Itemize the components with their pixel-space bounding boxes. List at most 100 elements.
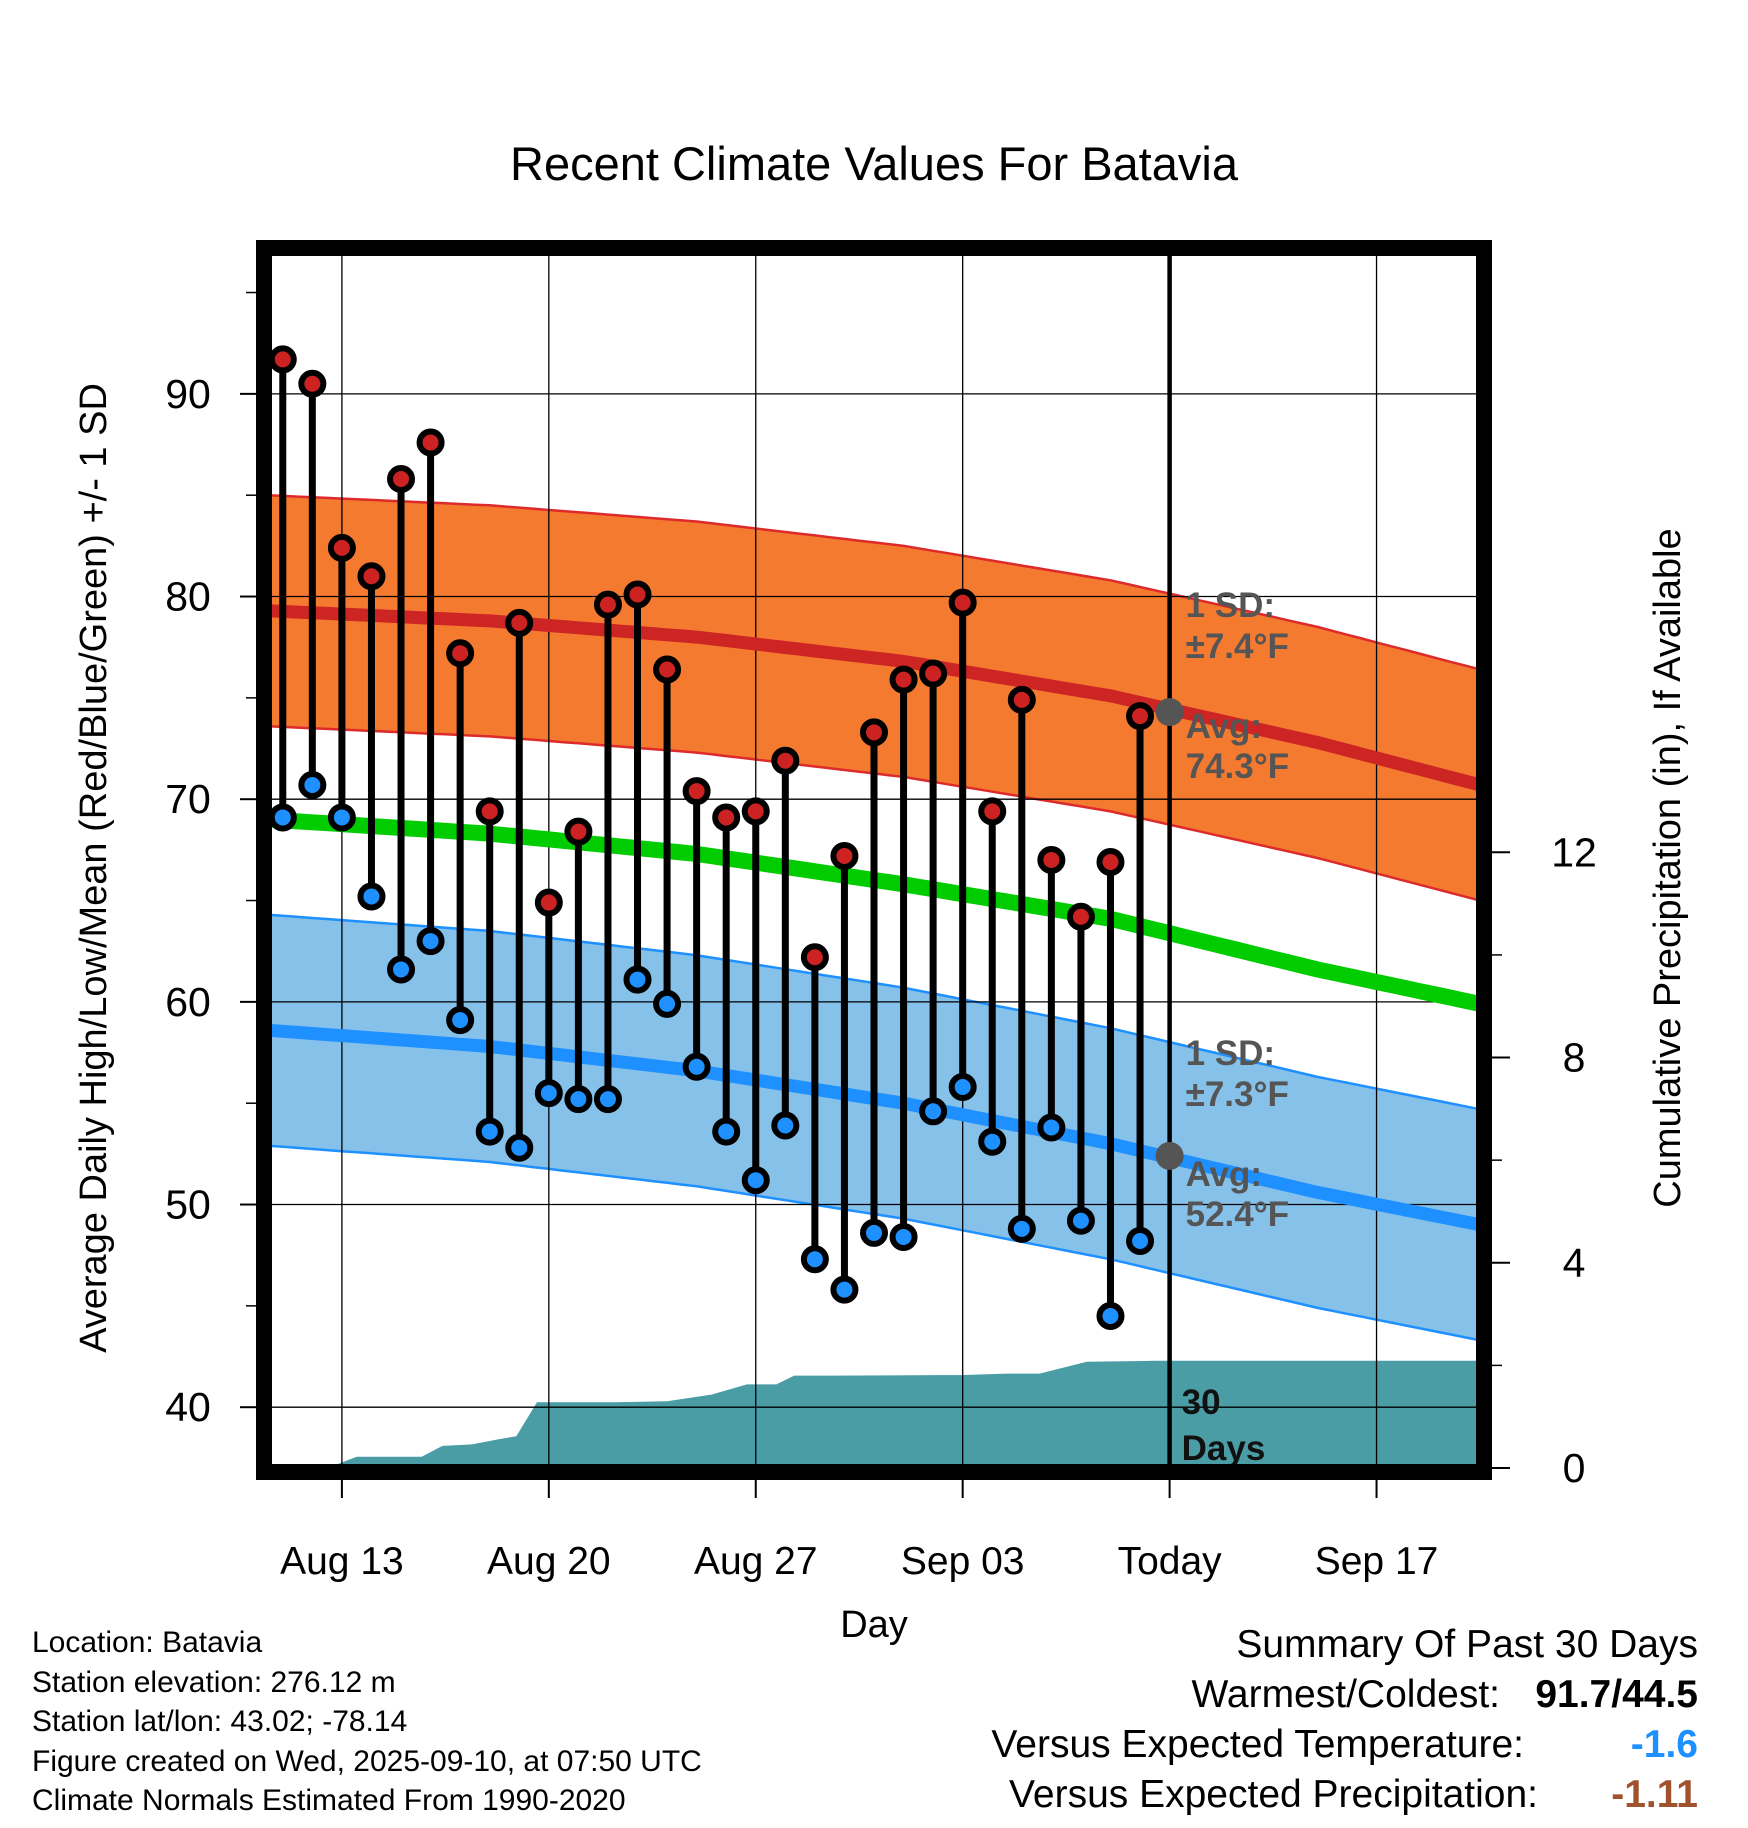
y-tick-label-90: 90 <box>165 371 211 417</box>
y-axis-label: Average Daily High/Low/Mean (Red/Blue/Gr… <box>73 383 115 1353</box>
low-sd-label: 1 SD: <box>1186 1034 1275 1073</box>
high-dot-Aug 17 <box>446 639 475 668</box>
station-info: Location: Batavia Station elevation: 276… <box>32 1623 702 1821</box>
low-dot-Aug 11 <box>268 803 297 832</box>
high-dot-Aug 11 <box>268 345 297 374</box>
low-dot-Sep 08 <box>1096 1302 1125 1330</box>
summary-temp-row: Versus Expected Temperature: -1.6 <box>991 1720 1698 1770</box>
y-right-tick-label-12: 12 <box>1551 829 1597 875</box>
low-dot-Sep 04 <box>978 1127 1007 1156</box>
low-dot-Aug 18 <box>475 1117 504 1146</box>
low-dot-Sep 03 <box>948 1072 977 1101</box>
high-dot-Aug 15 <box>387 464 416 493</box>
high-dot-Aug 16 <box>416 428 445 457</box>
low-dot-Aug 27 <box>741 1166 770 1195</box>
high-dot-Aug 19 <box>505 608 534 637</box>
days-count-label: 30 <box>1182 1383 1221 1422</box>
low-dot-Aug 22 <box>593 1085 622 1114</box>
low-dot-Aug 20 <box>534 1079 563 1108</box>
y-right-tick-label-4: 4 <box>1563 1240 1586 1286</box>
low-dot-Aug 23 <box>623 965 652 994</box>
observed-dots <box>268 345 1155 1330</box>
high-avg-value: 74.3°F <box>1186 747 1290 786</box>
low-dot-Aug 14 <box>357 882 386 911</box>
x-tick-label-2: Aug 27 <box>694 1540 818 1583</box>
summary-warmest-label: Warmest/Coldest: <box>1191 1673 1500 1716</box>
high-dot-Aug 20 <box>534 888 563 917</box>
high-dot-Aug 31 <box>860 718 888 747</box>
low-dot-Aug 24 <box>653 989 682 1018</box>
high-dot-Aug 25 <box>682 777 711 806</box>
high-sd-upper-edge <box>267 493 1481 671</box>
low-dot-Sep 06 <box>1037 1113 1066 1142</box>
high-sd-value: ±7.4°F <box>1186 627 1289 666</box>
x-tick-label-4: Today <box>1118 1540 1223 1583</box>
axes: 40 50 60 70 80 90 0 4 8 12 Aug 13 Aug 20 Aug 27 Sep 0… <box>165 240 1597 1583</box>
high-dot-Aug 18 <box>475 797 504 826</box>
elevation-text: Station elevation: 276.12 m <box>32 1665 396 1699</box>
today-low-avg-marker <box>1155 1141 1184 1170</box>
high-dot-Sep 09 <box>1126 702 1155 731</box>
high-dot-Aug 13 <box>327 533 356 562</box>
high-dot-Sep 02 <box>919 659 948 688</box>
summary-temp-label: Versus Expected Temperature: <box>991 1723 1524 1766</box>
high-dot-Aug 24 <box>653 655 682 684</box>
precipitation-area <box>282 1360 1480 1468</box>
low-dot-Aug 17 <box>446 1006 475 1035</box>
low-avg-label: Avg: <box>1186 1155 1262 1194</box>
high-dot-Sep 05 <box>1007 685 1036 714</box>
y-tick-label-50: 50 <box>165 1182 211 1228</box>
high-dot-Sep 01 <box>889 665 918 694</box>
low-dot-Aug 30 <box>830 1275 859 1304</box>
x-tick-label-5: Sep 17 <box>1315 1540 1439 1583</box>
high-dot-Aug 14 <box>357 562 386 591</box>
low-dot-Aug 21 <box>564 1085 593 1114</box>
summary-panel: Summary Of Past 30 Days Warmest/Coldest:… <box>991 1620 1698 1820</box>
high-dot-Aug 30 <box>830 841 859 870</box>
chart-title: Recent Climate Values For Batavia <box>510 137 1239 190</box>
y-right-tick-label-8: 8 <box>1563 1035 1586 1081</box>
low-dot-Sep 02 <box>919 1097 948 1126</box>
high-dot-Aug 23 <box>623 580 652 609</box>
low-dot-Aug 25 <box>682 1052 711 1081</box>
high-dot-Sep 07 <box>1066 902 1095 931</box>
low-dot-Aug 26 <box>712 1117 741 1146</box>
high-dot-Sep 04 <box>978 797 1007 826</box>
observed-stems <box>279 359 1144 1316</box>
low-dot-Aug 13 <box>327 803 356 832</box>
low-dot-Sep 01 <box>889 1222 918 1251</box>
high-dot-Sep 03 <box>948 588 977 617</box>
low-dot-Aug 29 <box>800 1245 829 1274</box>
normals-text: Climate Normals Estimated From 1990-2020 <box>32 1784 626 1817</box>
summary-warmest-value: 91.7/44.5 <box>1535 1673 1698 1716</box>
latlon-text: Station lat/lon: 43.02; -78.14 <box>32 1705 408 1738</box>
created-text: Figure created on Wed, 2025-09-10, at 07… <box>32 1744 702 1778</box>
y-axis-right-label: Cumulative Precipitation (in), If Availa… <box>1647 528 1689 1207</box>
high-dot-Aug 28 <box>771 746 800 775</box>
normal-high-line <box>267 604 1482 792</box>
low-avg-value: 52.4°F <box>1186 1195 1290 1234</box>
low-dot-Aug 12 <box>298 771 327 800</box>
high-dot-Aug 12 <box>298 369 327 398</box>
x-axis-label: Day <box>840 1604 908 1646</box>
plot-frame <box>256 240 1492 1480</box>
x-tick-label-0: Aug 13 <box>280 1540 404 1583</box>
high-dot-Aug 21 <box>564 817 593 846</box>
low-dot-Aug 16 <box>416 927 445 956</box>
precip-cumulative-area <box>282 1360 1480 1468</box>
days-unit-label: Days <box>1182 1429 1266 1468</box>
summary-precip-value: -1.11 <box>1611 1773 1698 1816</box>
low-dot-Aug 19 <box>505 1133 534 1162</box>
x-tick-label-3: Sep 03 <box>901 1540 1025 1583</box>
high-dot-Aug 29 <box>800 943 829 972</box>
low-dot-Sep 09 <box>1126 1227 1155 1256</box>
summary-precip-label: Versus Expected Precipitation: <box>1009 1773 1538 1816</box>
high-dot-Aug 22 <box>593 590 622 619</box>
low-dot-Sep 07 <box>1066 1206 1095 1235</box>
today-high-avg-marker <box>1155 698 1184 727</box>
low-dot-Sep 05 <box>1007 1214 1036 1243</box>
high-dot-Sep 08 <box>1096 848 1125 877</box>
y-tick-label-70: 70 <box>165 776 211 822</box>
